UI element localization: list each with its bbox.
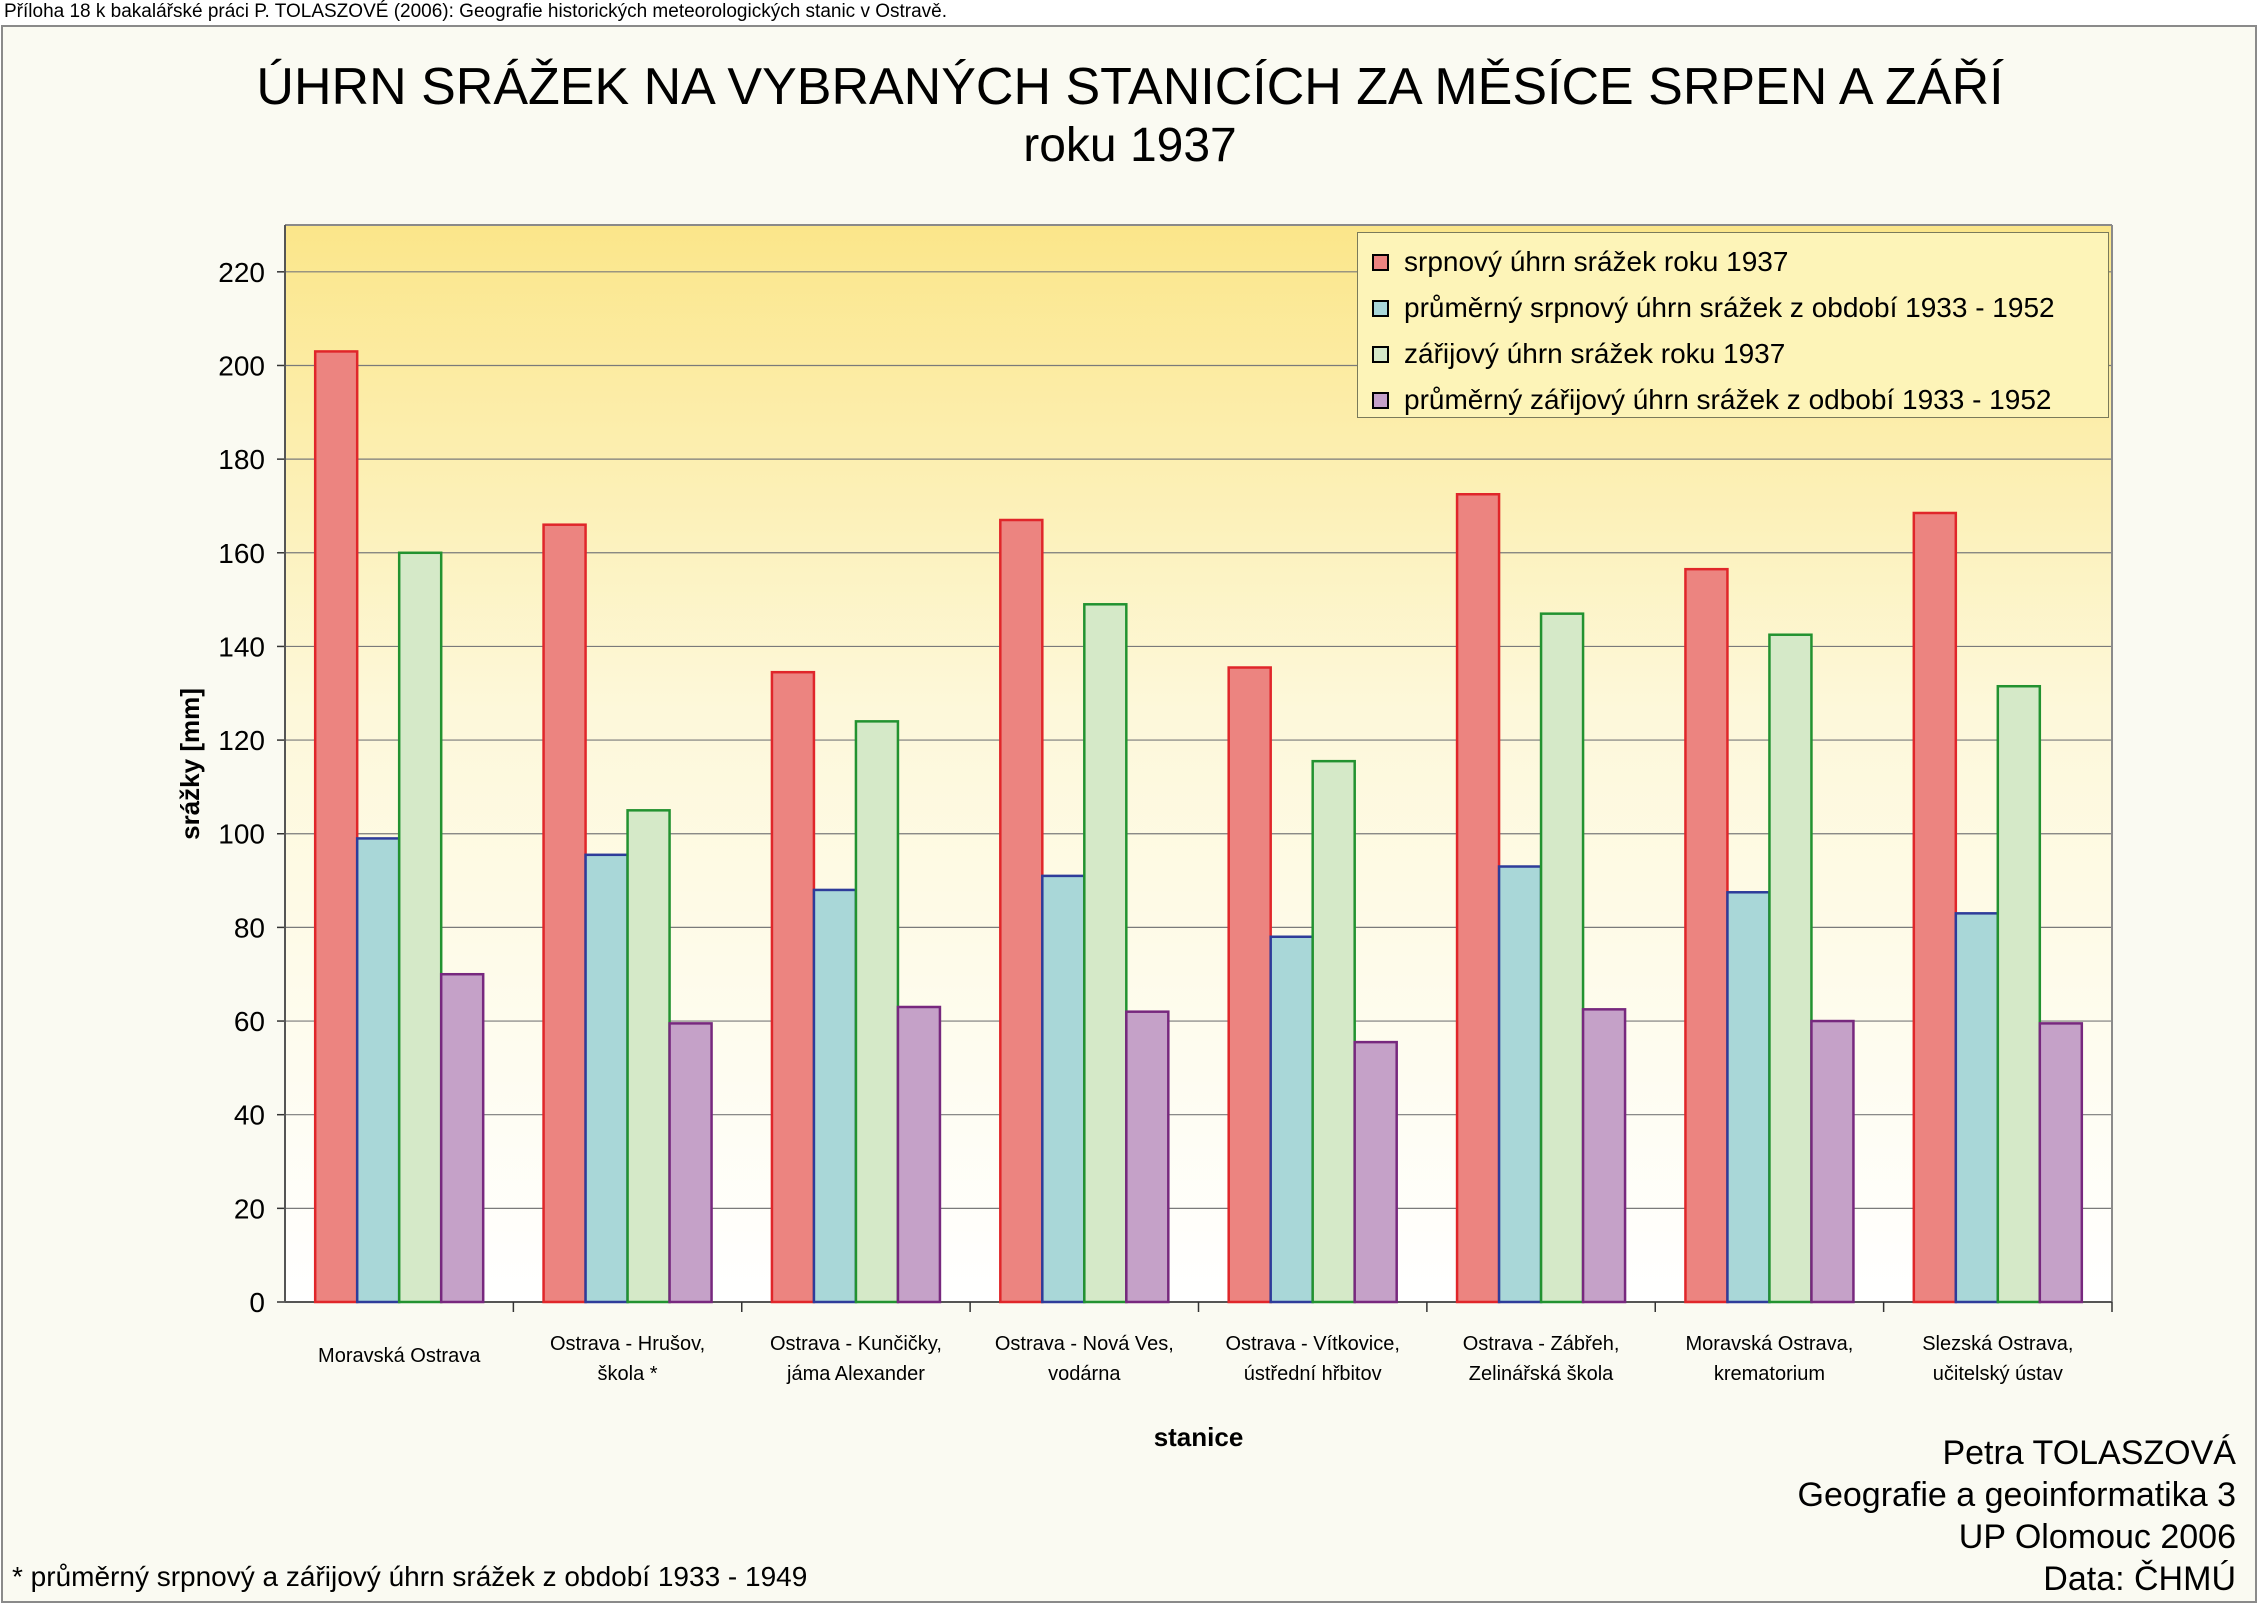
legend-item: průměrný zářijový úhrn srážek z odbobí 1…	[1372, 377, 2108, 423]
legend-swatch	[1372, 254, 1389, 271]
bar	[896, 1005, 942, 1304]
y-tick-label: 0	[249, 1287, 265, 1318]
bar	[1125, 1010, 1170, 1304]
chart-title: ÚHRN SRÁŽEK NA VYBRANÝCH STANICÍCH ZA MĚ…	[256, 58, 2004, 116]
bar	[1726, 891, 1771, 1304]
y-tick-label: 160	[218, 538, 265, 569]
y-tick-label: 80	[234, 912, 265, 943]
bar	[1539, 612, 1585, 1304]
x-tick-label: Ostrava - Zábřeh,	[1463, 1333, 1620, 1355]
y-axis-title: srážky [mm]	[175, 688, 205, 840]
legend-label: průměrný srpnový úhrn srážek z období 19…	[1404, 292, 2055, 323]
bar	[1311, 759, 1356, 1304]
bar	[1269, 935, 1314, 1304]
x-tick-label: Moravská Ostrava	[318, 1345, 481, 1367]
bar	[584, 853, 629, 1304]
legend-swatch	[1372, 346, 1389, 363]
bar	[542, 523, 587, 1304]
bar	[1684, 567, 1729, 1304]
data-source: Data: ČHMÚ	[2043, 1560, 2236, 1598]
bar	[1227, 666, 1272, 1304]
y-tick-label: 120	[218, 725, 265, 756]
x-tick-label: škola *	[598, 1363, 658, 1385]
bar	[397, 551, 443, 1304]
y-tick-label: 200	[218, 350, 265, 381]
bar	[1083, 603, 1128, 1304]
author-block: Petra TOLASZOVÁ Geografie a geoinformati…	[1798, 1432, 2236, 1600]
y-tick-label: 220	[218, 257, 265, 288]
bar	[439, 972, 485, 1304]
legend-swatch	[1372, 300, 1389, 317]
bar	[355, 837, 401, 1304]
x-tick-label: jáma Alexander	[786, 1363, 925, 1385]
chart-subtitle: roku 1937	[1023, 119, 1237, 172]
y-tick-label: 20	[234, 1193, 265, 1224]
bar	[1497, 865, 1543, 1304]
x-tick-label: vodárna	[1048, 1363, 1121, 1385]
bar	[1810, 1019, 1855, 1304]
legend-label: zářijový úhrn srážek roku 1937	[1404, 338, 1786, 369]
x-tick-label: ústřední hřbitov	[1244, 1363, 1382, 1385]
bar	[668, 1022, 713, 1304]
y-tick-label: 40	[234, 1100, 265, 1131]
legend-item: srpnový úhrn srážek roku 1937	[1372, 239, 2108, 285]
author-university: UP Olomouc 2006	[1958, 1518, 2236, 1556]
y-tick-label: 100	[218, 819, 265, 850]
y-tick-label: 140	[218, 631, 265, 662]
x-tick-label: učitelský ústav	[1933, 1363, 2063, 1385]
x-tick-label: Ostrava - Kunčičky,	[770, 1333, 942, 1355]
x-tick-label: Slezská Ostrava,	[1922, 1333, 2073, 1355]
bar	[1954, 912, 2000, 1304]
y-tick-label: 60	[234, 1006, 265, 1037]
x-tick-label: Ostrava - Vítkovice,	[1225, 1333, 1400, 1355]
x-tick-label: krematorium	[1714, 1363, 1825, 1385]
author-program: Geografie a geoinformatika 3	[1797, 1476, 2236, 1514]
legend-swatch	[1372, 392, 1389, 409]
y-tick-label: 180	[218, 444, 265, 475]
x-axis-title: stanice	[1154, 1422, 1244, 1452]
bar	[854, 720, 900, 1304]
x-tick-label: Zelinářská škola	[1469, 1363, 1614, 1385]
legend-label: srpnový úhrn srážek roku 1937	[1404, 246, 1789, 277]
chart-legend: srpnový úhrn srážek roku 1937 průměrný sr…	[1357, 232, 2109, 418]
legend-label: průměrný zářijový úhrn srážek z odbobí 1…	[1404, 384, 2052, 415]
legend-item: zářijový úhrn srážek roku 1937	[1372, 331, 2108, 377]
bar	[2038, 1022, 2084, 1304]
bar	[313, 350, 359, 1304]
x-tick-label: Ostrava - Nová Ves,	[995, 1333, 1174, 1355]
bar	[626, 809, 671, 1304]
bar	[1768, 633, 1813, 1304]
bar	[1353, 1040, 1398, 1304]
author-name: Petra TOLASZOVÁ	[1942, 1434, 2236, 1472]
x-tick-label: Ostrava - Hrušov,	[550, 1333, 705, 1355]
x-tick-label: Moravská Ostrava,	[1686, 1333, 1854, 1355]
bar	[1041, 874, 1086, 1304]
bar	[812, 888, 858, 1304]
bar	[1455, 493, 1501, 1304]
bar	[770, 670, 816, 1304]
header-note: Příloha 18 k bakalářské práci P. TOLASZO…	[4, 1, 948, 22]
bar	[1581, 1008, 1627, 1304]
bar	[1912, 511, 1958, 1304]
legend-item: průměrný srpnový úhrn srážek z období 19…	[1372, 285, 2108, 331]
bar	[1996, 684, 2042, 1304]
bar	[999, 518, 1044, 1304]
footnote: * průměrný srpnový a zářijový úhrn sráže…	[12, 1561, 808, 1592]
